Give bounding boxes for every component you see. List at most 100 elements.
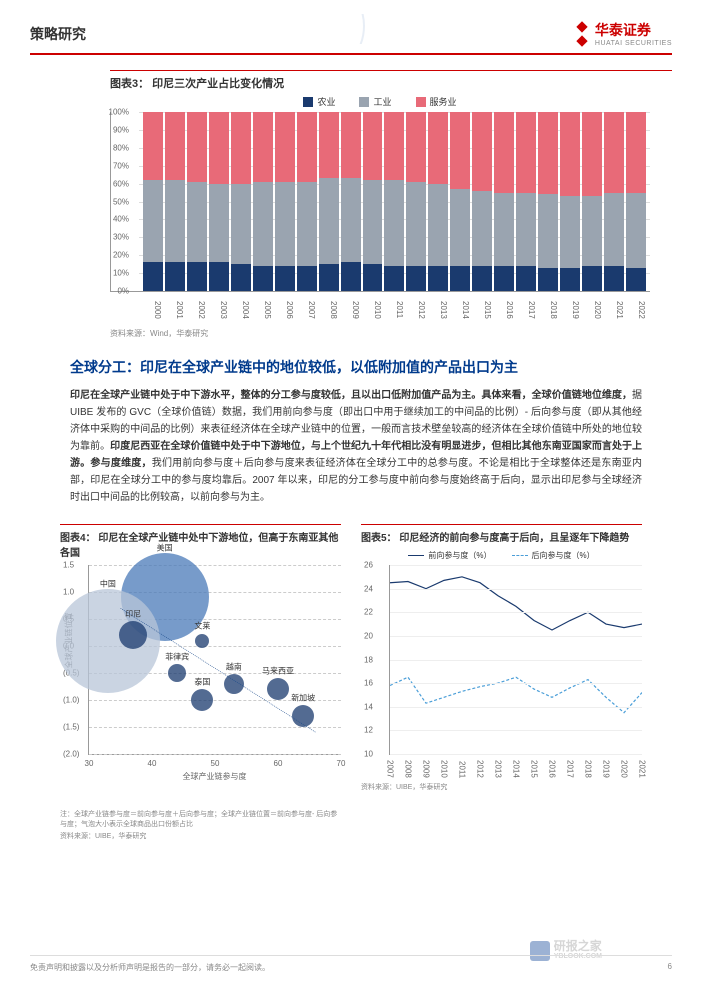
y-tick: (2.0) [63, 750, 79, 759]
chart5-title: 图表5： 印尼经济的前向参与度高于后向，且呈逐年下降趋势 [361, 524, 642, 544]
bar-segment-agriculture [450, 266, 470, 291]
stacked-bar [363, 112, 383, 291]
header-decoration [291, 14, 411, 44]
bar-segment-services [341, 112, 361, 178]
y-tick: 60% [113, 179, 129, 188]
legend-label: 农业 [317, 95, 335, 108]
bar-segment-agriculture [582, 266, 602, 291]
stacked-bar [406, 112, 426, 291]
x-tick: 2007 [386, 760, 395, 778]
bar-segment-industry [363, 180, 383, 264]
stacked-bar [626, 112, 646, 291]
x-label: 2007 [296, 296, 316, 324]
gridline [390, 660, 642, 661]
bar-segment-industry [143, 180, 163, 262]
bar-segment-services [209, 112, 229, 184]
stacked-bar [319, 112, 339, 291]
brand-logo-icon [569, 21, 594, 46]
bar-segment-industry [406, 182, 426, 266]
x-label: 2018 [538, 296, 558, 324]
para-span-2: 我们用前向参与度＋后向参与度来表征经济体在全球分工中的总参与度。不论是相比于全球… [70, 458, 642, 503]
x-label: 2012 [406, 296, 426, 324]
bar-segment-agriculture [275, 266, 295, 291]
bar-segment-industry [494, 193, 514, 266]
x-label: 2000 [142, 296, 162, 324]
bar-segment-services [516, 112, 536, 193]
chart3-source: 资料来源：Wind，华泰研究 [110, 328, 650, 339]
y-tick: 40% [113, 215, 129, 224]
bar-segment-industry [231, 184, 251, 265]
bar-segment-services [384, 112, 404, 180]
x-label: 2020 [582, 296, 602, 324]
gridline [390, 707, 642, 708]
y-tick: 80% [113, 143, 129, 152]
stacked-bar [143, 112, 163, 291]
bar-segment-agriculture [187, 262, 207, 291]
bar-segment-industry [560, 196, 580, 268]
bar-segment-agriculture [384, 266, 404, 291]
y-tick: 10% [113, 269, 129, 278]
gridline [89, 754, 341, 755]
bar-segment-services [626, 112, 646, 193]
x-label: 2001 [164, 296, 184, 324]
x-label: 2004 [230, 296, 250, 324]
legend-swatch [416, 97, 426, 107]
bar-segment-agriculture [538, 268, 558, 291]
bar-segment-services [187, 112, 207, 182]
legend-item: 工业 [359, 95, 391, 108]
y-tick: 10 [364, 750, 373, 759]
x-tick: 2017 [566, 760, 575, 778]
chart3-bars [139, 112, 650, 291]
chart3-y-axis: 0%10%20%30%40%50%60%70%80%90%100% [109, 112, 135, 291]
chart4-column: 图表4： 印尼在全球产业链中处中下游地位，但高于东南亚其他各国 全球产业链位置 … [60, 524, 341, 841]
legend-label: 后向参与度（%） [532, 551, 595, 560]
legend-label: 服务业 [430, 95, 457, 108]
x-label: 2015 [472, 296, 492, 324]
legend-item: 农业 [303, 95, 335, 108]
x-tick: 50 [211, 759, 220, 768]
bar-segment-agriculture [494, 266, 514, 291]
stacked-bar [275, 112, 295, 291]
stacked-bar [450, 112, 470, 291]
bar-segment-industry [253, 182, 273, 266]
bar-segment-industry [626, 193, 646, 268]
bar-segment-industry [341, 178, 361, 262]
page-number: 6 [668, 962, 672, 973]
x-label: 2022 [626, 296, 646, 324]
bar-segment-agriculture [428, 266, 448, 291]
x-tick: 60 [274, 759, 283, 768]
bar-segment-services [538, 112, 558, 194]
brand-subtitle: HUATAI SECURITIES [595, 40, 672, 47]
stacked-bar [231, 112, 251, 291]
x-tick: 2011 [458, 761, 467, 778]
bar-segment-services [363, 112, 383, 180]
bar-segment-services [253, 112, 273, 182]
x-tick: 2015 [530, 760, 539, 778]
bar-segment-services [494, 112, 514, 193]
x-label: 2002 [186, 296, 206, 324]
x-tick: 2009 [422, 760, 431, 778]
bar-segment-agriculture [363, 264, 383, 291]
x-tick: 40 [148, 759, 157, 768]
stacked-bar [209, 112, 229, 291]
x-label: 2003 [208, 296, 228, 324]
legend-swatch [408, 555, 424, 556]
chart5-legend: 前向参与度（%）后向参与度（%） [361, 550, 642, 561]
chart4-note: 注：全球产业链参与度＝前向参与度＋后向参与度；全球产业链位置＝前向参与度- 后向… [60, 810, 341, 830]
y-tick: 70% [113, 161, 129, 170]
section-heading: 全球分工：印尼在全球产业链中的地位较低，以低附加值的产品出口为主 [70, 357, 672, 377]
bar-segment-agriculture [341, 262, 361, 291]
para-bold-1: 印尼在全球产业链中处于中下游水平，整体的分工参与度较低，且以出口低附加值产品为主… [70, 390, 632, 401]
bar-segment-agriculture [209, 262, 229, 291]
bar-segment-services [165, 112, 185, 180]
bar-segment-industry [538, 194, 558, 267]
stacked-bar [516, 112, 536, 291]
gridline [390, 754, 642, 755]
chart4-plot: 全球产业链位置 (2.0)(1.5)(1.0)(0.5)0.00.51.01.5… [88, 565, 341, 755]
x-tick: 70 [337, 759, 346, 768]
x-label: 2021 [604, 296, 624, 324]
chart4-trendline [89, 565, 341, 754]
y-tick: (1.0) [63, 696, 79, 705]
gridline [390, 683, 642, 684]
bar-segment-agriculture [165, 262, 185, 291]
